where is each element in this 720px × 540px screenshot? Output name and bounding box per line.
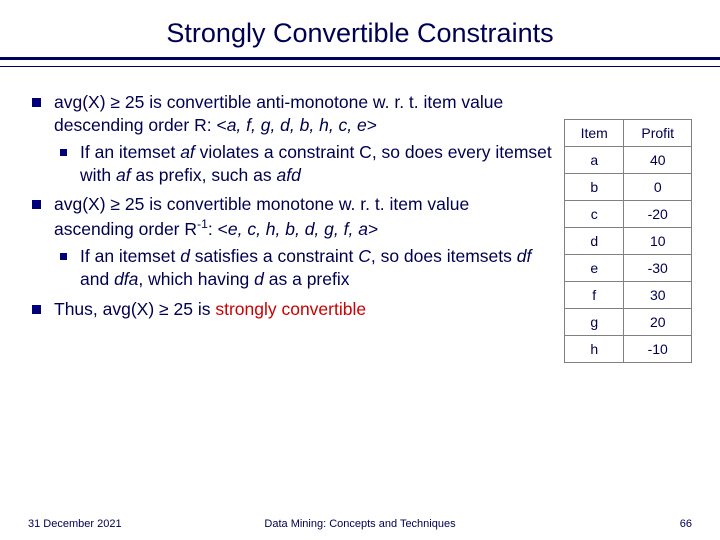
- cell-item: f: [565, 282, 624, 309]
- s2-i4: dfa: [114, 269, 138, 289]
- s1-i1: af: [180, 142, 195, 162]
- table-row: c-20: [565, 201, 692, 228]
- cell-profit: 0: [624, 174, 692, 201]
- table-row: d10: [565, 228, 692, 255]
- cell-profit: -20: [624, 201, 692, 228]
- s1-t3: as prefix, such as: [131, 165, 277, 185]
- cell-profit: 10: [624, 228, 692, 255]
- cell-profit: -10: [624, 336, 692, 363]
- sub-bullet-2: If an itemset d satisfies a constraint C…: [54, 245, 552, 291]
- bullet-column: avg(X) ≥ 25 is convertible anti-monotone…: [28, 91, 552, 363]
- item-profit-table: Item Profit a40 b0 c-20 d10 e-30 f30 g20…: [564, 119, 692, 363]
- footer-date: 31 December 2021: [28, 518, 122, 530]
- bullet-1: avg(X) ≥ 25 is convertible anti-monotone…: [28, 91, 552, 187]
- footer-center: Data Mining: Concepts and Techniques: [264, 518, 455, 530]
- footer-page: 66: [680, 518, 692, 530]
- b2-text-post: >: [368, 219, 378, 239]
- b3-strong: strongly convertible: [215, 299, 366, 319]
- th-profit: Profit: [624, 120, 692, 147]
- s2-i1: d: [180, 246, 190, 266]
- footer: 31 December 2021 Data Mining: Concepts a…: [0, 518, 720, 530]
- cell-item: a: [565, 147, 624, 174]
- cell-item: h: [565, 336, 624, 363]
- th-item: Item: [565, 120, 624, 147]
- b2-sup: -1: [197, 217, 208, 231]
- title-underline-thin: [0, 66, 720, 67]
- cell-profit: 30: [624, 282, 692, 309]
- slide: Strongly Convertible Constraints avg(X) …: [0, 0, 720, 540]
- b2-text-mid: : <: [208, 219, 228, 239]
- s2-i3: df: [517, 246, 532, 266]
- s2-t4: and: [80, 269, 114, 289]
- title-underline: [0, 57, 720, 60]
- content-area: avg(X) ≥ 25 is convertible anti-monotone…: [28, 91, 692, 363]
- s2-i2: C: [358, 246, 371, 266]
- s2-t3: , so does itemsets: [371, 246, 517, 266]
- b1-text-post: >: [367, 115, 377, 135]
- cell-item: b: [565, 174, 624, 201]
- bullet-3: Thus, avg(X) ≥ 25 is strongly convertibl…: [28, 298, 552, 321]
- s2-t2: satisfies a constraint: [190, 246, 358, 266]
- cell-profit: 20: [624, 309, 692, 336]
- s1-i3: afd: [277, 165, 301, 185]
- table-row: a40: [565, 147, 692, 174]
- sub-bullet-1: If an itemset af violates a constraint C…: [54, 141, 552, 187]
- s1-i2: af: [116, 165, 131, 185]
- cell-item: d: [565, 228, 624, 255]
- s2-t1: If an itemset: [80, 246, 180, 266]
- s2-t5: , which having: [138, 269, 254, 289]
- cell-profit: 40: [624, 147, 692, 174]
- s1-t1: If an itemset: [80, 142, 180, 162]
- table-column: Item Profit a40 b0 c-20 d10 e-30 f30 g20…: [564, 91, 692, 363]
- table-row: b0: [565, 174, 692, 201]
- sub-list-1: If an itemset af violates a constraint C…: [54, 141, 552, 187]
- s2-i5: d: [254, 269, 264, 289]
- table-row: g20: [565, 309, 692, 336]
- bullet-2: avg(X) ≥ 25 is convertible monotone w. r…: [28, 193, 552, 291]
- cell-item: g: [565, 309, 624, 336]
- b1-italic-order: a, f, g, d, b, h, c, e: [227, 115, 367, 135]
- cell-profit: -30: [624, 255, 692, 282]
- b2-italic-order: e, c, h, b, d, g, f, a: [228, 219, 368, 239]
- table-row: e-30: [565, 255, 692, 282]
- sub-list-2: If an itemset d satisfies a constraint C…: [54, 245, 552, 291]
- page-title: Strongly Convertible Constraints: [28, 18, 692, 49]
- table-row: f30: [565, 282, 692, 309]
- cell-item: c: [565, 201, 624, 228]
- b3-text-pre: Thus, avg(X) ≥ 25 is: [54, 299, 215, 319]
- bullet-list: avg(X) ≥ 25 is convertible anti-monotone…: [28, 91, 552, 321]
- cell-item: e: [565, 255, 624, 282]
- table-row: h-10: [565, 336, 692, 363]
- s2-t6: as a prefix: [264, 269, 350, 289]
- table-header-row: Item Profit: [565, 120, 692, 147]
